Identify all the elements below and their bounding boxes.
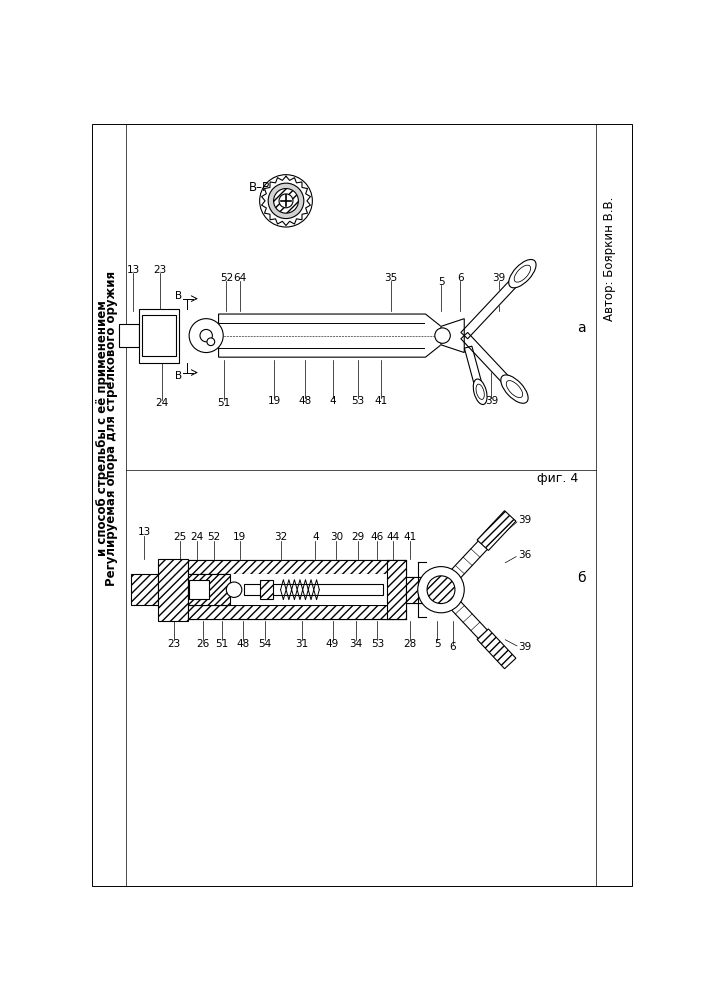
Text: 49: 49 bbox=[326, 639, 339, 649]
Ellipse shape bbox=[501, 375, 528, 403]
Polygon shape bbox=[441, 319, 464, 353]
Polygon shape bbox=[461, 332, 518, 392]
Text: 4: 4 bbox=[312, 532, 319, 542]
Circle shape bbox=[207, 338, 215, 346]
Text: 48: 48 bbox=[237, 639, 250, 649]
Text: 13: 13 bbox=[138, 527, 151, 537]
Text: 23: 23 bbox=[153, 265, 166, 275]
Text: 32: 32 bbox=[274, 532, 287, 542]
Text: 5: 5 bbox=[438, 277, 444, 287]
Polygon shape bbox=[262, 176, 310, 225]
Text: 29: 29 bbox=[351, 532, 365, 542]
Text: 52: 52 bbox=[220, 273, 233, 283]
Text: 25: 25 bbox=[173, 532, 187, 542]
Text: 39: 39 bbox=[518, 515, 532, 525]
Text: 13: 13 bbox=[127, 265, 140, 275]
Text: 5: 5 bbox=[434, 639, 440, 649]
Bar bbox=[131, 574, 158, 605]
Bar bbox=[139, 309, 179, 363]
Circle shape bbox=[226, 582, 242, 597]
Ellipse shape bbox=[506, 381, 522, 398]
Text: 24: 24 bbox=[190, 532, 204, 542]
Polygon shape bbox=[218, 314, 441, 357]
Text: 41: 41 bbox=[404, 532, 416, 542]
Bar bbox=[189, 580, 209, 599]
Text: 30: 30 bbox=[329, 532, 343, 542]
Bar bbox=[477, 511, 516, 550]
Ellipse shape bbox=[509, 259, 536, 288]
Text: б: б bbox=[577, 571, 585, 585]
Polygon shape bbox=[464, 346, 484, 393]
Text: и способ стрельбы с её применением: и способ стрельбы с её применением bbox=[96, 300, 109, 556]
Circle shape bbox=[427, 576, 455, 604]
Text: а: а bbox=[577, 321, 585, 335]
Text: Регулируемая опора для стрелкового оружия: Регулируемая опора для стрелкового оружи… bbox=[105, 270, 118, 586]
Bar bbox=[187, 574, 230, 605]
Bar bbox=[142, 315, 176, 356]
Text: 24: 24 bbox=[156, 398, 169, 408]
Bar bbox=[187, 605, 406, 619]
Text: 52: 52 bbox=[207, 532, 221, 542]
Text: 23: 23 bbox=[167, 639, 180, 649]
Polygon shape bbox=[461, 271, 526, 339]
Text: B: B bbox=[175, 371, 182, 381]
Bar bbox=[187, 574, 406, 605]
Text: 51: 51 bbox=[215, 639, 228, 649]
Text: 51: 51 bbox=[217, 398, 230, 408]
Polygon shape bbox=[436, 585, 501, 653]
Ellipse shape bbox=[514, 265, 530, 282]
Ellipse shape bbox=[476, 384, 484, 399]
Bar bbox=[187, 560, 406, 574]
Text: 39: 39 bbox=[518, 642, 532, 652]
Text: 39: 39 bbox=[493, 273, 506, 283]
Text: 31: 31 bbox=[295, 639, 308, 649]
Text: 19: 19 bbox=[268, 396, 281, 406]
Bar bbox=[260, 580, 273, 599]
Circle shape bbox=[268, 183, 304, 219]
Text: 53: 53 bbox=[351, 396, 365, 406]
Circle shape bbox=[435, 328, 450, 343]
Circle shape bbox=[279, 194, 293, 208]
Circle shape bbox=[418, 567, 464, 613]
Text: В–В: В–В bbox=[249, 181, 271, 194]
Text: 35: 35 bbox=[384, 273, 397, 283]
Bar bbox=[244, 584, 383, 595]
Text: B: B bbox=[175, 291, 182, 301]
Text: 54: 54 bbox=[259, 639, 271, 649]
Ellipse shape bbox=[473, 379, 487, 405]
Text: 4: 4 bbox=[329, 396, 336, 406]
Polygon shape bbox=[436, 526, 501, 594]
Text: 48: 48 bbox=[299, 396, 312, 406]
Bar bbox=[119, 324, 139, 347]
Text: 36: 36 bbox=[518, 550, 532, 560]
Text: 26: 26 bbox=[197, 639, 210, 649]
Text: 6: 6 bbox=[457, 273, 464, 283]
Text: 34: 34 bbox=[349, 639, 363, 649]
Text: 19: 19 bbox=[233, 532, 246, 542]
Bar bbox=[406, 577, 426, 603]
Text: Автор: Бояркин В.В.: Автор: Бояркин В.В. bbox=[602, 196, 616, 321]
Text: 41: 41 bbox=[375, 396, 388, 406]
Text: 46: 46 bbox=[370, 532, 383, 542]
Circle shape bbox=[189, 319, 223, 353]
Bar bbox=[387, 560, 406, 619]
Text: 64: 64 bbox=[233, 273, 247, 283]
Text: 28: 28 bbox=[404, 639, 416, 649]
Bar bbox=[158, 559, 187, 620]
Text: 6: 6 bbox=[450, 642, 456, 652]
Text: фиг. 4: фиг. 4 bbox=[537, 472, 578, 485]
Bar bbox=[477, 629, 516, 669]
Text: 39: 39 bbox=[485, 396, 498, 406]
Circle shape bbox=[200, 329, 212, 342]
Circle shape bbox=[274, 189, 298, 213]
Text: 53: 53 bbox=[371, 639, 384, 649]
Text: 44: 44 bbox=[386, 532, 399, 542]
Circle shape bbox=[259, 175, 312, 227]
